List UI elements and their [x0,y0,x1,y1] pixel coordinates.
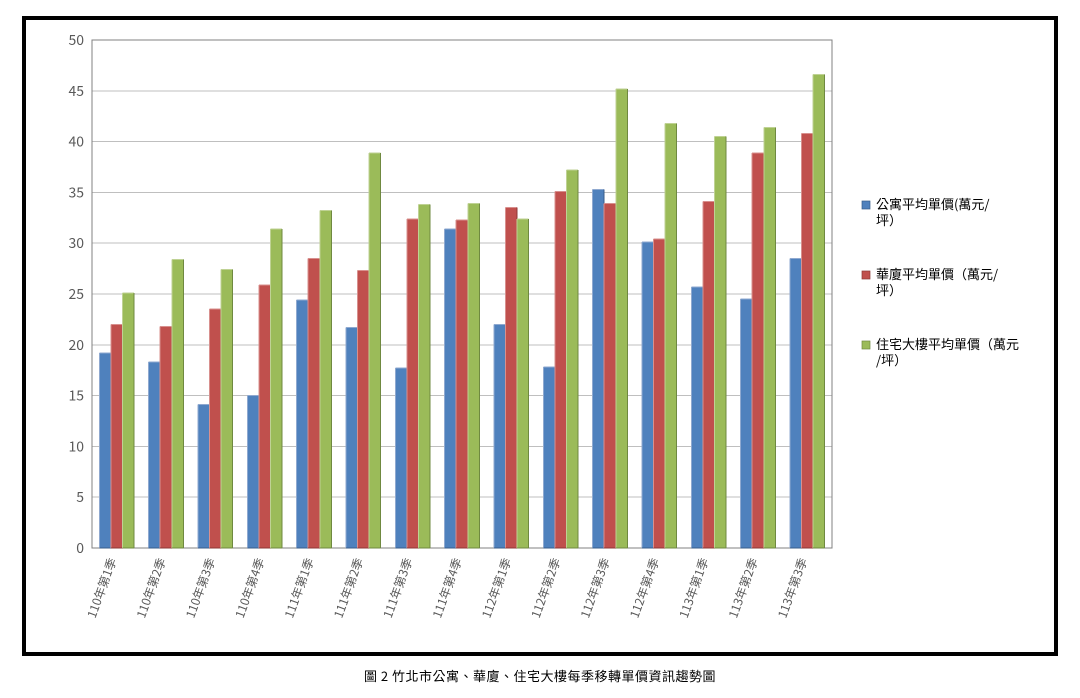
bar-chart: 0 5 10 15 20 25 30 35 40 45 50 110年第1季 110年第2季 110年第3… [46,34,1042,638]
svg-text:45: 45 [68,81,84,101]
svg-text:113年第2季: 113年第2季 [724,556,761,621]
svg-text:10: 10 [68,436,84,456]
svg-text:5: 5 [76,487,84,507]
svg-text:110年第2季: 110年第2季 [132,556,169,621]
svg-text:50: 50 [68,34,84,50]
chart-area: 0 5 10 15 20 25 30 35 40 45 50 110年第1季 110年第2季 110年第3… [46,34,1034,638]
svg-text:110年第1季: 110年第1季 [83,556,120,621]
svg-text:111年第2季: 111年第2季 [330,556,367,621]
figure-caption: 圖 2 竹北市公寓、華廈、住宅大樓每季移轉單價資訊趨勢圖 [22,666,1058,685]
svg-text:113年第1季: 113年第1季 [675,556,712,621]
svg-text:110年第3季: 110年第3季 [182,556,219,621]
svg-text:112年第3季: 112年第3季 [576,556,613,621]
svg-text:30: 30 [68,233,84,253]
svg-text:40: 40 [68,132,84,152]
svg-text:20: 20 [68,335,84,355]
svg-text:25: 25 [68,284,84,304]
svg-text:111年第3季: 111年第3季 [379,556,416,621]
svg-text:坪）: 坪） [876,280,902,299]
svg-text:112年第4季: 112年第4季 [626,556,663,621]
chart-panel: 0 5 10 15 20 25 30 35 40 45 50 110年第1季 110年第2季 110年第3… [22,16,1058,656]
svg-text:111年第4季: 111年第4季 [428,556,465,621]
svg-text:35: 35 [68,182,84,202]
svg-text:112年第2季: 112年第2季 [527,556,564,621]
svg-text:15: 15 [68,386,84,406]
svg-text:111年第1季: 111年第1季 [280,556,317,621]
svg-text:113年第3季: 113年第3季 [774,556,811,621]
svg-text:0: 0 [76,538,84,558]
svg-text:110年第4季: 110年第4季 [231,556,268,621]
svg-text:/坪）: /坪） [876,350,907,369]
svg-text:112年第1季: 112年第1季 [478,556,515,621]
svg-text:坪）: 坪） [876,210,902,229]
